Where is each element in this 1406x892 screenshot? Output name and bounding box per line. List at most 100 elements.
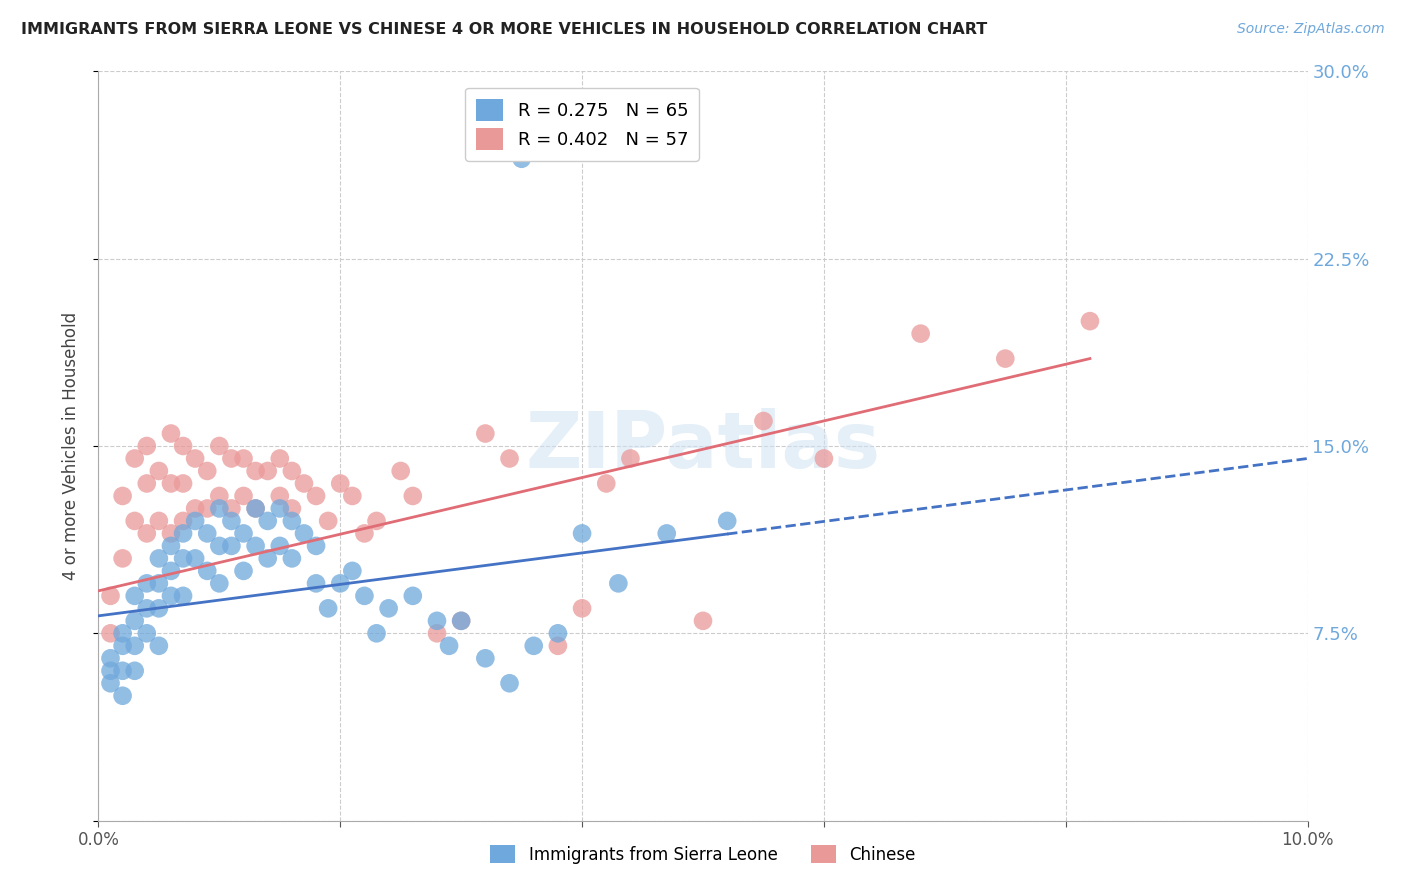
- Point: [245, 539, 267, 553]
- Point: [208, 539, 231, 553]
- Point: [160, 476, 183, 491]
- Point: [316, 601, 339, 615]
- Point: [172, 551, 194, 566]
- Text: IMMIGRANTS FROM SIERRA LEONE VS CHINESE 4 OR MORE VEHICLES IN HOUSEHOLD CORRELAT: IMMIGRANTS FROM SIERRA LEONE VS CHINESE …: [21, 22, 987, 37]
- Point: [232, 451, 254, 466]
- Point: [172, 589, 194, 603]
- Point: [342, 489, 364, 503]
- Point: [245, 464, 267, 478]
- Point: [269, 451, 291, 466]
- Point: [353, 526, 375, 541]
- Point: [595, 476, 617, 491]
- Point: [269, 489, 291, 503]
- Point: [221, 501, 243, 516]
- Point: [366, 514, 388, 528]
- Point: [100, 664, 122, 678]
- Point: [135, 626, 157, 640]
- Point: [184, 501, 207, 516]
- Point: [160, 539, 183, 553]
- Point: [305, 539, 328, 553]
- Point: [195, 564, 218, 578]
- Point: [111, 626, 134, 640]
- Point: [195, 526, 218, 541]
- Point: [389, 464, 412, 478]
- Point: [305, 489, 328, 503]
- Point: [353, 589, 375, 603]
- Point: [245, 501, 267, 516]
- Point: [256, 464, 278, 478]
- Point: [148, 464, 170, 478]
- Point: [208, 501, 231, 516]
- Point: [256, 551, 278, 566]
- Point: [124, 664, 146, 678]
- Point: [172, 526, 194, 541]
- Point: [256, 514, 278, 528]
- Point: [571, 526, 593, 541]
- Point: [269, 501, 291, 516]
- Point: [172, 439, 194, 453]
- Point: [245, 501, 267, 516]
- Point: [135, 601, 157, 615]
- Point: [160, 526, 183, 541]
- Point: [329, 476, 352, 491]
- Point: [111, 664, 134, 678]
- Point: [148, 551, 170, 566]
- Point: [208, 489, 231, 503]
- Point: [148, 576, 170, 591]
- Point: [281, 551, 304, 566]
- Point: [124, 451, 146, 466]
- Text: ZIPatlas: ZIPatlas: [526, 408, 880, 484]
- Point: [111, 489, 134, 503]
- Point: [910, 326, 932, 341]
- Point: [426, 626, 449, 640]
- Point: [232, 489, 254, 503]
- Point: [1078, 314, 1101, 328]
- Point: [148, 601, 170, 615]
- Point: [111, 689, 134, 703]
- Point: [135, 476, 157, 491]
- Legend: Immigrants from Sierra Leone, Chinese: Immigrants from Sierra Leone, Chinese: [484, 838, 922, 871]
- Point: [547, 639, 569, 653]
- Point: [292, 526, 315, 541]
- Point: [498, 676, 520, 690]
- Point: [450, 614, 472, 628]
- Point: [752, 414, 775, 428]
- Point: [474, 426, 496, 441]
- Point: [402, 589, 425, 603]
- Point: [124, 514, 146, 528]
- Point: [124, 614, 146, 628]
- Legend: R = 0.275   N = 65, R = 0.402   N = 57: R = 0.275 N = 65, R = 0.402 N = 57: [465, 88, 699, 161]
- Point: [160, 589, 183, 603]
- Point: [148, 514, 170, 528]
- Point: [100, 651, 122, 665]
- Point: [100, 589, 122, 603]
- Point: [100, 626, 122, 640]
- Point: [607, 576, 630, 591]
- Point: [523, 639, 546, 653]
- Point: [111, 551, 134, 566]
- Point: [232, 526, 254, 541]
- Point: [316, 514, 339, 528]
- Point: [160, 426, 183, 441]
- Point: [450, 614, 472, 628]
- Point: [184, 514, 207, 528]
- Point: [172, 476, 194, 491]
- Point: [437, 639, 460, 653]
- Point: [232, 564, 254, 578]
- Point: [426, 614, 449, 628]
- Point: [221, 539, 243, 553]
- Point: [292, 476, 315, 491]
- Point: [402, 489, 425, 503]
- Point: [655, 526, 678, 541]
- Point: [221, 451, 243, 466]
- Point: [498, 451, 520, 466]
- Point: [571, 601, 593, 615]
- Point: [994, 351, 1017, 366]
- Point: [377, 601, 399, 615]
- Point: [366, 626, 388, 640]
- Point: [135, 439, 157, 453]
- Point: [100, 676, 122, 690]
- Point: [148, 639, 170, 653]
- Point: [619, 451, 641, 466]
- Point: [692, 614, 714, 628]
